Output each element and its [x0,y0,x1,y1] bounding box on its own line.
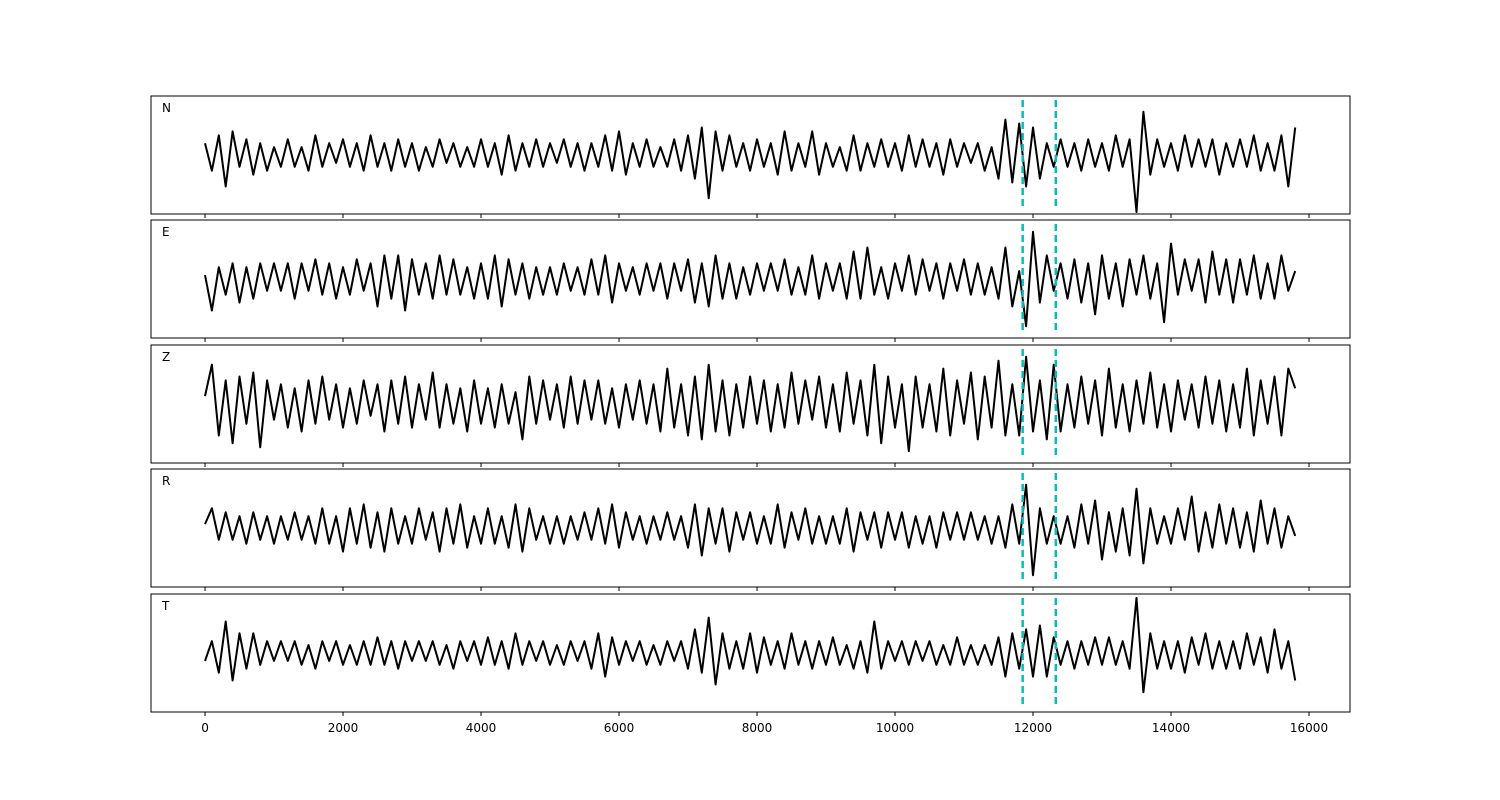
panel-frame [150,219,1351,339]
panel-label: T [161,599,170,613]
x-tick-label: 12000 [1014,721,1052,735]
x-tick-label: 10000 [876,721,914,735]
x-tick-label: 16000 [1290,721,1328,735]
panel-frame [150,468,1351,588]
x-tick-label: 0 [201,721,209,735]
x-tick-label: 14000 [1152,721,1190,735]
trace [204,483,1297,577]
x-tick-label: 8000 [742,721,773,735]
x-tick-label: 2000 [328,721,359,735]
trace [204,355,1297,453]
trace [204,596,1297,694]
panel-frame [150,344,1351,464]
x-tick-label: 4000 [466,721,497,735]
panel-label: R [162,474,170,488]
trace [204,230,1297,328]
panel-frame [150,95,1351,215]
panel-label: N [162,101,171,115]
panel-frame [150,593,1351,713]
panel-label: Z [162,350,170,364]
trace [204,110,1297,213]
panel-label: E [162,225,170,239]
x-tick-label: 6000 [604,721,635,735]
